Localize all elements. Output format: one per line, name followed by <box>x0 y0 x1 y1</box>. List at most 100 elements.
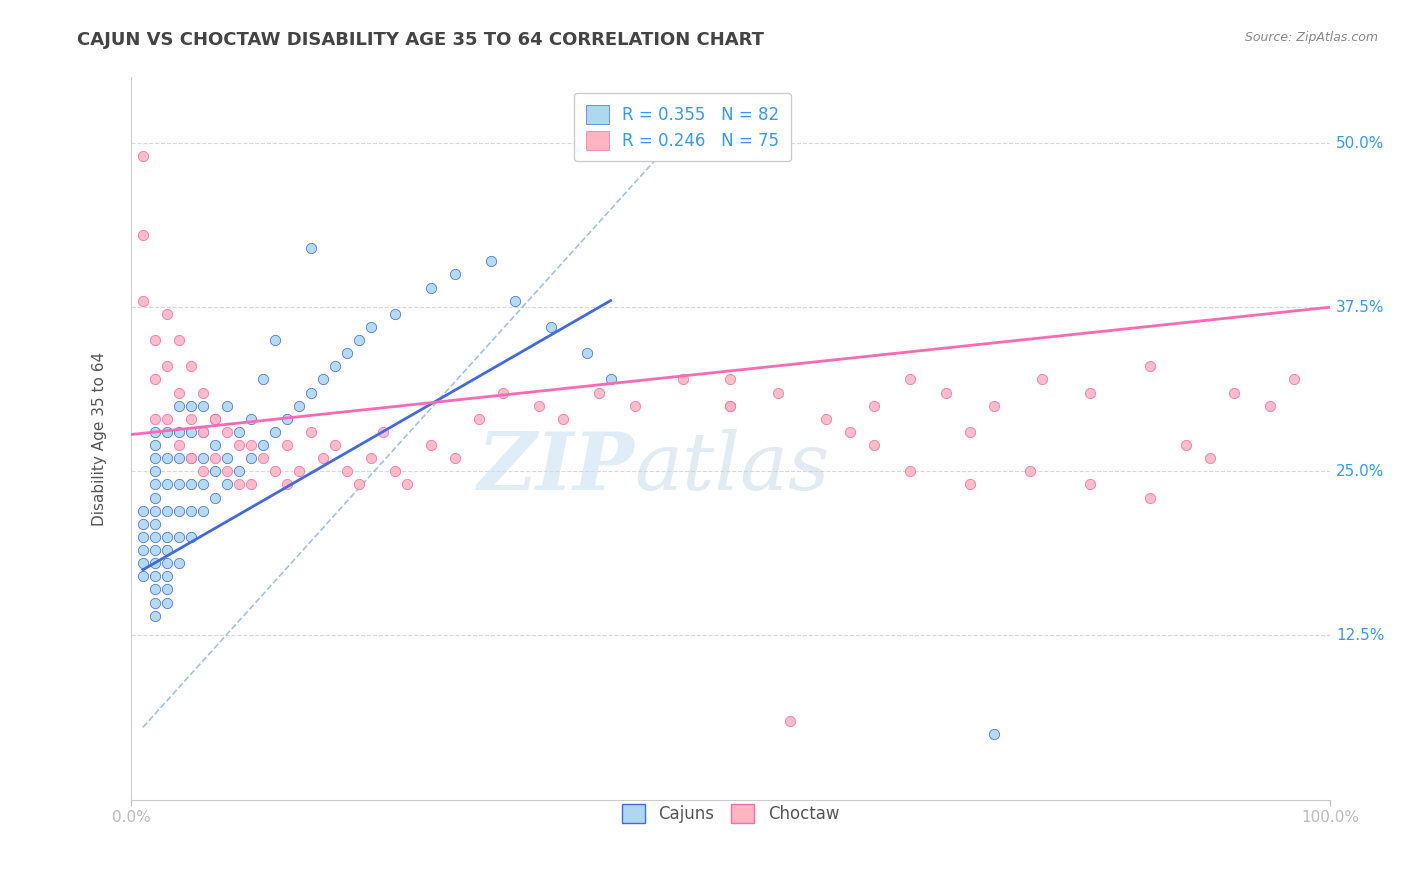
Point <box>395 477 418 491</box>
Point <box>143 582 166 597</box>
Point <box>191 399 214 413</box>
Point <box>360 319 382 334</box>
Text: 12.5%: 12.5% <box>1336 628 1385 643</box>
Point <box>167 504 190 518</box>
Point <box>898 372 921 386</box>
Point <box>180 451 202 466</box>
Point <box>167 385 190 400</box>
Point <box>180 504 202 518</box>
Point <box>191 451 214 466</box>
Point <box>180 411 202 425</box>
Point <box>1078 385 1101 400</box>
Point <box>239 451 262 466</box>
Point <box>815 411 838 425</box>
Point <box>143 333 166 347</box>
Point <box>863 438 886 452</box>
Point <box>156 556 179 570</box>
Point <box>1282 372 1305 386</box>
Point <box>191 504 214 518</box>
Point <box>143 516 166 531</box>
Point <box>479 254 502 268</box>
Point <box>143 556 166 570</box>
Point <box>156 504 179 518</box>
Point <box>384 307 406 321</box>
Point <box>1078 477 1101 491</box>
Point <box>252 438 274 452</box>
Point <box>143 608 166 623</box>
Point <box>167 530 190 544</box>
Point <box>898 464 921 478</box>
Point <box>191 425 214 439</box>
Point <box>959 477 981 491</box>
Point <box>132 543 155 558</box>
Point <box>156 477 179 491</box>
Point <box>156 425 179 439</box>
Text: atlas: atlas <box>634 429 830 506</box>
Point <box>503 293 526 308</box>
Point <box>935 385 957 400</box>
Point <box>443 268 465 282</box>
Legend: Cajuns, Choctaw: Cajuns, Choctaw <box>610 792 851 835</box>
Point <box>276 438 298 452</box>
Y-axis label: Disability Age 35 to 64: Disability Age 35 to 64 <box>93 351 107 525</box>
Text: CAJUN VS CHOCTAW DISABILITY AGE 35 TO 64 CORRELATION CHART: CAJUN VS CHOCTAW DISABILITY AGE 35 TO 64… <box>77 31 765 49</box>
Point <box>323 438 346 452</box>
Point <box>180 399 202 413</box>
Point <box>132 556 155 570</box>
Point <box>191 464 214 478</box>
Point <box>180 359 202 374</box>
Point <box>156 543 179 558</box>
Point <box>191 425 214 439</box>
Point <box>299 425 322 439</box>
Point <box>167 438 190 452</box>
Point <box>156 359 179 374</box>
Point <box>252 372 274 386</box>
Point <box>371 425 394 439</box>
Point <box>204 411 226 425</box>
Point <box>299 241 322 255</box>
Point <box>588 385 610 400</box>
Point <box>228 438 250 452</box>
Point <box>167 333 190 347</box>
Point <box>143 569 166 583</box>
Point <box>419 438 441 452</box>
Point <box>132 569 155 583</box>
Point <box>720 399 742 413</box>
Point <box>180 425 202 439</box>
Point <box>156 411 179 425</box>
Point <box>132 530 155 544</box>
Text: 50.0%: 50.0% <box>1336 136 1385 151</box>
Point <box>143 372 166 386</box>
Point <box>180 451 202 466</box>
Point <box>323 359 346 374</box>
Point <box>132 227 155 242</box>
Point <box>336 464 359 478</box>
Point <box>527 399 550 413</box>
Point <box>276 477 298 491</box>
Point <box>779 714 801 728</box>
Point <box>143 530 166 544</box>
Point <box>143 504 166 518</box>
Point <box>167 556 190 570</box>
Point <box>143 438 166 452</box>
Point <box>551 411 574 425</box>
Point <box>191 477 214 491</box>
Point <box>143 451 166 466</box>
Point <box>239 411 262 425</box>
Point <box>347 333 370 347</box>
Point <box>143 464 166 478</box>
Point <box>132 149 155 163</box>
Point <box>1139 359 1161 374</box>
Point <box>239 438 262 452</box>
Point <box>204 451 226 466</box>
Point <box>839 425 862 439</box>
Text: ZIP: ZIP <box>478 429 634 506</box>
Point <box>204 491 226 505</box>
Point <box>156 307 179 321</box>
Point <box>167 399 190 413</box>
Point <box>312 451 335 466</box>
Point <box>419 280 441 294</box>
Point <box>180 530 202 544</box>
Point <box>156 530 179 544</box>
Point <box>1019 464 1042 478</box>
